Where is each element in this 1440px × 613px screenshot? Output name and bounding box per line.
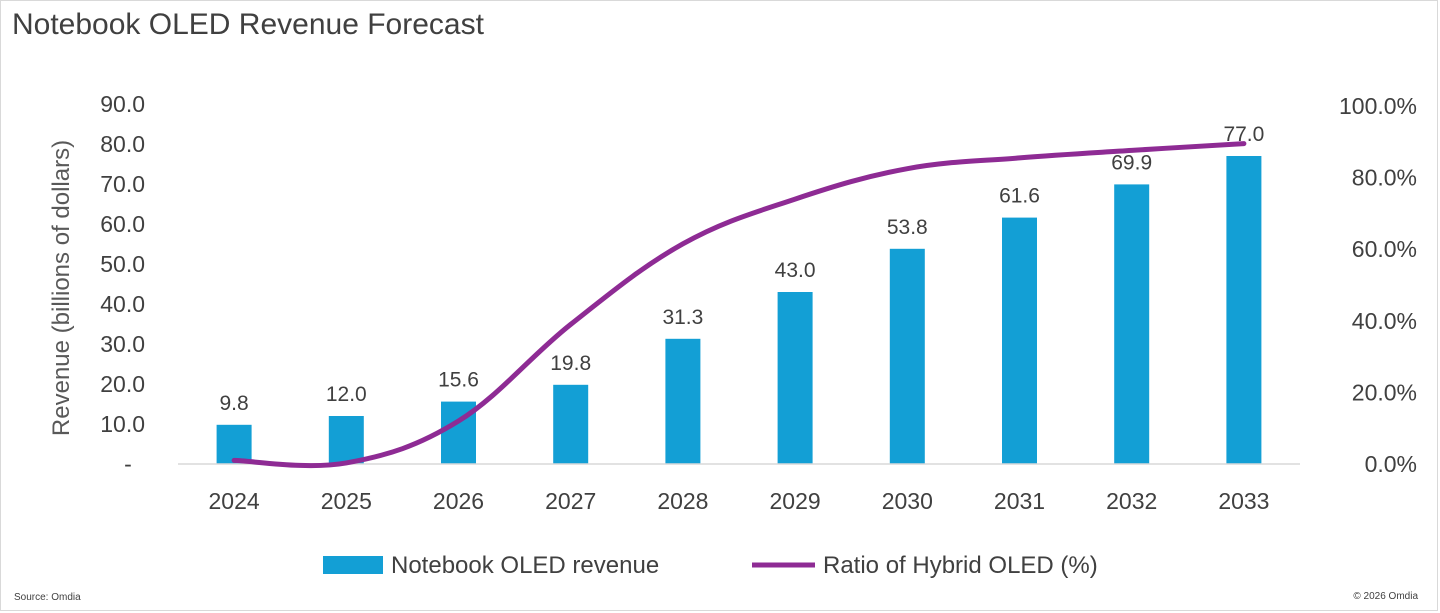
- bar-series: [216, 156, 1262, 464]
- x-tick-label: 2025: [321, 488, 372, 514]
- bar-label-2027: 19.8: [550, 352, 591, 375]
- left-tick-label: -: [124, 451, 132, 477]
- bar-label-2032: 69.9: [1111, 151, 1152, 174]
- bar-2028: [665, 338, 701, 464]
- left-tick-label: 60.0: [100, 211, 145, 237]
- right-axis-ticks: 0.0% 20.0% 40.0% 60.0% 80.0% 100.0%: [1339, 93, 1417, 477]
- bar-label-2033: 77.0: [1223, 123, 1264, 146]
- legend-bar-swatch: [323, 556, 383, 574]
- source-note: Source: Omdia: [14, 592, 81, 603]
- bar-2025: [328, 416, 364, 464]
- x-tick-label: 2028: [657, 488, 708, 514]
- bar-2032: [1114, 184, 1150, 464]
- bar-2033: [1226, 156, 1262, 464]
- left-axis-ticks: - 10.0 20.0 30.0 40.0 50.0 60.0 70.0 80.0 90.0: [100, 91, 145, 477]
- x-tick-label: 2026: [433, 488, 484, 514]
- x-tick-label: 2032: [1106, 488, 1157, 514]
- x-tick-label: 2024: [209, 488, 260, 514]
- bar-label-2026: 15.6: [438, 369, 479, 392]
- x-tick-label: 2033: [1218, 488, 1269, 514]
- left-tick-label: 70.0: [100, 171, 145, 197]
- left-tick-label: 20.0: [100, 371, 145, 397]
- left-tick-label: 30.0: [100, 331, 145, 357]
- right-tick-label: 80.0%: [1352, 165, 1417, 191]
- bar-label-2024: 9.8: [219, 392, 248, 415]
- x-tick-label: 2027: [545, 488, 596, 514]
- x-tick-label: 2031: [994, 488, 1045, 514]
- bar-2024: [216, 424, 252, 464]
- bar-label-2030: 53.8: [887, 216, 928, 239]
- bar-label-2031: 61.6: [999, 185, 1040, 208]
- bar-label-2025: 12.0: [326, 383, 367, 406]
- left-tick-label: 10.0: [100, 411, 145, 437]
- chart-title: Notebook OLED Revenue Forecast: [12, 8, 484, 41]
- bar-2027: [553, 384, 589, 464]
- left-tick-label: 40.0: [100, 291, 145, 317]
- right-tick-label: 20.0%: [1352, 379, 1417, 405]
- right-tick-label: 40.0%: [1352, 308, 1417, 334]
- x-tick-label: 2030: [882, 488, 933, 514]
- bar-data-labels: 9.8 12.0 15.6 19.8 31.3 43.0 53.8 61.6 69.9 77.0: [219, 123, 1264, 415]
- legend: Notebook OLED revenue Ratio of Hybrid OL…: [323, 552, 1098, 579]
- bar-label-2029: 43.0: [775, 259, 816, 282]
- x-tick-label: 2029: [770, 488, 821, 514]
- right-tick-label: 0.0%: [1365, 451, 1417, 477]
- ratio-line: [231, 141, 1247, 469]
- left-tick-label: 90.0: [100, 91, 145, 117]
- copyright-note: © 2026 Omdia: [1353, 591, 1418, 602]
- left-tick-label: 80.0: [100, 131, 145, 157]
- bar-2030: [889, 248, 925, 464]
- bar-2031: [1002, 217, 1037, 464]
- bar-2029: [777, 292, 813, 464]
- legend-bar-label: Notebook OLED revenue: [391, 552, 659, 579]
- left-tick-label: 50.0: [100, 251, 145, 277]
- right-tick-label: 60.0%: [1352, 236, 1417, 262]
- legend-line-label: Ratio of Hybrid OLED (%): [823, 552, 1098, 579]
- y-axis-label: Revenue (billions of dollars): [48, 140, 75, 436]
- right-tick-label: 100.0%: [1339, 93, 1417, 119]
- bar-label-2028: 31.3: [662, 306, 703, 329]
- x-axis-ticks: 2024 2025 2026 2027 2028 2029 2030 2031 2032 2033: [209, 488, 1270, 514]
